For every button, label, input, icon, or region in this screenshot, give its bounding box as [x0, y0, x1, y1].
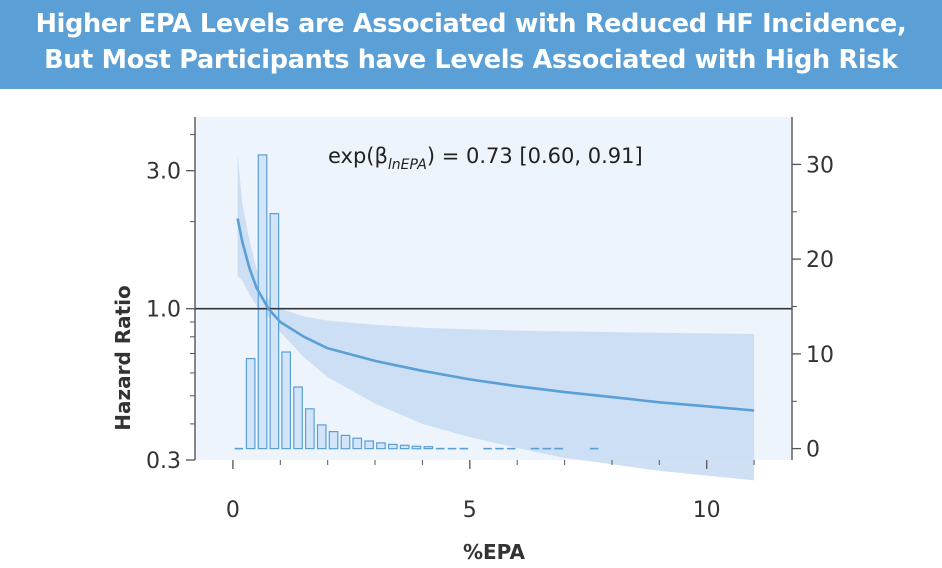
- x-tick-label: 10: [693, 498, 721, 523]
- x-axis-title: %EPA: [463, 540, 526, 564]
- title-line-1: Higher EPA Levels are Associated with Re…: [35, 9, 907, 39]
- histogram-bar: [328, 431, 339, 450]
- histogram-bar: [364, 440, 374, 450]
- y-axis-title: Hazard Ratio: [111, 285, 135, 431]
- histogram-bar: [352, 437, 363, 450]
- annotation-subscript: lnEPA: [388, 157, 427, 173]
- axes-group: 0.3 1.0 3.0 0 10 20 30 0 5 10: [146, 117, 834, 523]
- histogram-bar: [399, 444, 410, 450]
- y-tick-label: 0.3: [146, 449, 181, 474]
- histogram-bar: [269, 212, 280, 450]
- histogram-bar: [305, 408, 315, 450]
- annotation-prefix: exp(β: [328, 144, 388, 168]
- y2-tick-label: 30: [806, 153, 834, 178]
- annotation-suffix: ) = 0.73 [0.60, 0.91]: [427, 144, 643, 168]
- effect-estimate-annotation: exp(βlnEPA) = 0.73 [0.60, 0.91]: [328, 144, 643, 173]
- title-banner: Higher EPA Levels are Associated with Re…: [0, 0, 942, 89]
- histogram-bar: [340, 434, 351, 450]
- y2-tick-label: 20: [806, 248, 834, 273]
- histogram-bars-group: [234, 154, 599, 450]
- histogram-bar: [411, 445, 422, 450]
- x-tick-label: 5: [463, 498, 477, 523]
- y2-tick-label: 10: [806, 343, 834, 368]
- y2-tick-label: 0: [806, 438, 820, 463]
- hazard-curve: [236, 218, 755, 412]
- histogram-bar: [423, 446, 434, 450]
- histogram-bar: [316, 424, 327, 450]
- histogram-bar: [281, 351, 291, 450]
- y-tick-label: 1.0: [146, 298, 181, 323]
- histogram-bar: [257, 154, 268, 450]
- histogram-bar: [293, 386, 303, 450]
- x-tick-label: 0: [226, 498, 240, 523]
- histogram-bar: [245, 358, 256, 450]
- histogram-bar: [388, 443, 398, 450]
- hazard-ratio-chart: 0.3 1.0 3.0 0 10 20 30 0 5 10 exp(βlnEPA) = 0.73 …: [111, 117, 834, 564]
- y-tick-label: 3.0: [146, 160, 181, 185]
- histogram-bar: [376, 442, 386, 450]
- hazard-curve-group: [236, 218, 755, 412]
- title-line-2: But Most Participants have Levels Associ…: [44, 45, 898, 75]
